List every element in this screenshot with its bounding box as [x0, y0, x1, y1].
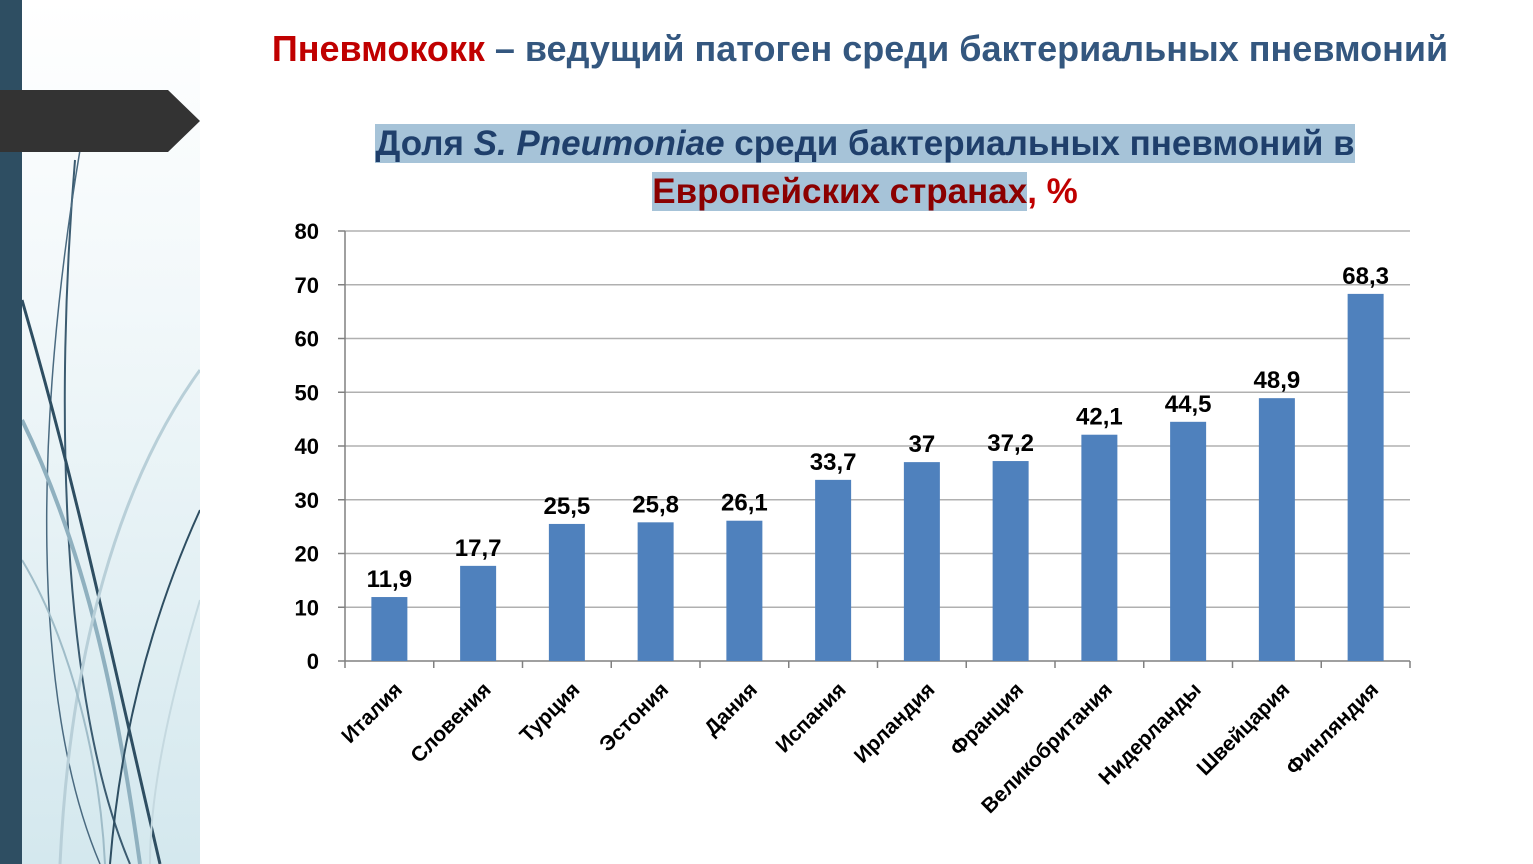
y-tick-label: 30: [295, 488, 319, 513]
data-label: 68,3: [1342, 263, 1389, 290]
y-tick-label: 10: [295, 595, 319, 620]
data-label: 42,1: [1076, 404, 1123, 431]
category-label: Турция: [516, 678, 585, 747]
category-label: Финляндия: [1282, 678, 1383, 779]
category-label: Ирландия: [850, 678, 940, 768]
slide-title-highlight: Пневмококк: [271, 28, 485, 69]
chart-title-unit: , %: [1027, 172, 1078, 211]
bar: [815, 479, 852, 661]
arrow-tab-shape: [0, 90, 200, 152]
slide-title-rest: – ведущий патоген среди бактериальных пн…: [484, 28, 1449, 69]
category-label: Словения: [406, 678, 495, 767]
data-label: 37: [909, 431, 936, 458]
bar: [548, 523, 585, 661]
bar: [637, 522, 674, 661]
category-label: Эстония: [595, 678, 673, 756]
decorative-side-panel: [0, 0, 200, 864]
chart-title: Доля S. Pneumoniae среди бактериальных п…: [300, 120, 1430, 216]
data-label: 11,9: [367, 566, 412, 593]
category-label: Франция: [946, 678, 1028, 760]
bar: [992, 461, 1029, 661]
bar: [1170, 421, 1207, 661]
data-labels: 11,9 17,7 25,5 25,8 26,1 33,7 37 37,2 42,1 44,5 48…: [367, 263, 1389, 593]
bars: [371, 293, 1384, 661]
chart-axes: [338, 230, 1411, 668]
y-tick-label: 70: [295, 273, 319, 298]
data-label: 25,8: [632, 491, 679, 518]
chart-title-species: S. Pneumoniae: [473, 124, 725, 163]
bar: [903, 462, 940, 661]
bar: [726, 520, 763, 661]
bar: [1258, 398, 1295, 661]
category-labels: Италия Словения Турция Эстония Дания Испания И…: [337, 678, 1383, 818]
y-axis-ticks: 0 10 20 30 40 50 60 70 80: [295, 219, 319, 674]
y-tick-label: 60: [295, 327, 319, 352]
y-tick-label: 0: [307, 649, 319, 674]
data-label: 33,7: [810, 449, 857, 476]
y-tick-label: 20: [295, 542, 319, 567]
data-label: 44,5: [1165, 391, 1212, 418]
data-label: 17,7: [455, 535, 502, 562]
category-label: Дания: [700, 678, 762, 740]
data-label: 26,1: [721, 490, 768, 517]
chart-gridlines: [345, 230, 1410, 608]
left-accent-bar: [0, 0, 22, 864]
bar: [1081, 434, 1118, 661]
chart-title-part1: Доля: [375, 124, 474, 163]
y-tick-label: 80: [295, 219, 319, 244]
chart-title-line1: Доля S. Pneumoniae среди бактериальных п…: [375, 124, 1355, 163]
data-label: 37,2: [987, 430, 1034, 457]
bar: [1347, 293, 1384, 661]
data-label: 48,9: [1254, 367, 1301, 394]
bar: [371, 597, 408, 661]
y-tick-label: 40: [295, 434, 319, 459]
slide-title: Пневмококк – ведущий патоген среди бакте…: [200, 28, 1520, 70]
bar: [460, 565, 497, 661]
y-tick-label: 50: [295, 380, 319, 405]
category-label: Испания: [771, 678, 850, 757]
chart-title-line2: Европейских странах: [652, 172, 1028, 211]
category-label: Италия: [337, 678, 407, 748]
data-label: 25,5: [544, 493, 591, 520]
chart-title-part3: среди бактериальных пневмоний в: [724, 124, 1355, 163]
category-label: Швейцария: [1192, 678, 1294, 780]
